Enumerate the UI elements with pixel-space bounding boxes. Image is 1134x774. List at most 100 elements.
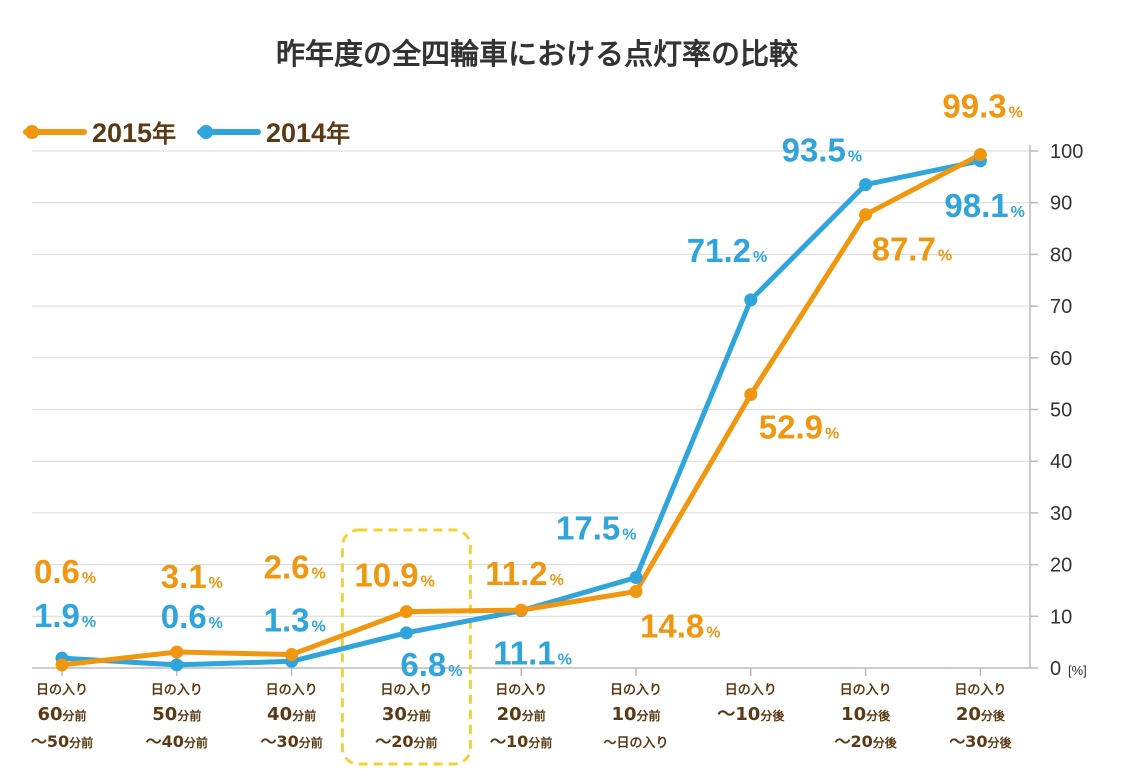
data-label-value: 98.1 — [944, 187, 1008, 224]
data-label-percent: % — [753, 249, 767, 266]
x-label-line3-value: ～50 — [31, 732, 69, 751]
data-label-percent: % — [448, 663, 462, 680]
data-label-value: 87.7 — [872, 231, 936, 268]
data-label-2015: 3.1% — [161, 558, 223, 595]
data-point-2015 — [629, 584, 643, 598]
x-label-line2: 10分後 — [841, 704, 891, 725]
y-tick-label: 90 — [1050, 193, 1072, 215]
data-point-2014 — [744, 293, 758, 307]
data-label-percent: % — [938, 248, 952, 265]
data-label-percent: % — [82, 570, 96, 587]
data-label-2015: 0.6% — [34, 553, 96, 590]
data-label-value: 71.2 — [687, 232, 751, 269]
data-label-value: 2.6 — [264, 549, 310, 586]
data-point-2015 — [55, 658, 69, 672]
legend: 2015年 2014年 — [23, 118, 350, 148]
x-label-line3-value: ～20 — [375, 732, 413, 751]
data-label-percent: % — [558, 652, 572, 669]
x-label-line3-suffix: 分前 — [528, 735, 552, 750]
grid — [32, 150, 1030, 669]
chart-title: 昨年度の全四輪車における点灯率の比較 — [276, 37, 799, 71]
data-label-2014: 98.1% — [944, 187, 1024, 224]
series-lines — [55, 148, 987, 672]
data-point-2014 — [399, 626, 413, 640]
x-label-line3: ～30分前 — [260, 732, 322, 751]
x-label-line3: ～20分前 — [375, 732, 437, 751]
x-label-line1: 日の入り — [495, 683, 547, 698]
data-point-2014 — [859, 178, 873, 192]
data-label-value: 6.8 — [400, 646, 446, 683]
data-point-2015 — [859, 208, 873, 222]
data-label-percent: % — [421, 574, 435, 591]
x-label-line3-value: ～30 — [260, 732, 298, 751]
legend-label-2014: 2014年 — [266, 118, 350, 148]
x-label-line2-value: 60 — [37, 704, 62, 725]
x-label-line1: 日の入り — [610, 683, 662, 698]
x-label-line2: 40分前 — [267, 704, 316, 725]
data-label-2015: 99.3% — [942, 88, 1022, 125]
x-label-line3-suffix: 分後 — [988, 735, 1013, 750]
data-label-2014: 11.1% — [493, 635, 572, 672]
x-label-line1: 日の入り — [36, 683, 88, 698]
data-label-value: 11.2 — [485, 555, 547, 592]
y-tick-label: 70 — [1050, 296, 1072, 318]
y-tick-label: 30 — [1050, 503, 1072, 525]
y-tick-label: 60 — [1050, 348, 1072, 370]
x-label-line3-suffix: 分前 — [299, 735, 323, 750]
x-label-line3-value: ～20 — [834, 732, 872, 751]
data-label-value: 52.9 — [759, 409, 823, 446]
x-label-line2: 20分前 — [497, 704, 546, 725]
x-label-line1: 日の入り — [151, 683, 203, 698]
x-label-line3: ～30分後 — [949, 732, 1012, 751]
x-label-line2-value: 20 — [956, 704, 981, 725]
x-label-line2: ～10分後 — [717, 704, 785, 725]
data-label-value: 10.9 — [354, 557, 418, 594]
x-label-line3-value: ～日の入り — [603, 736, 668, 751]
data-point-2015 — [399, 605, 413, 619]
x-label-line1: 日の入り — [840, 683, 892, 698]
data-point-2015 — [285, 648, 299, 662]
x-label-line3-value: ～40 — [146, 732, 184, 751]
data-point-2015 — [744, 388, 758, 402]
x-label-line2-suffix: 分前 — [292, 708, 316, 723]
x-label-line3: ～10分前 — [490, 732, 552, 751]
x-label-line2-suffix: 分後 — [760, 708, 785, 723]
data-point-2015 — [170, 645, 184, 659]
data-label-percent: % — [82, 614, 96, 631]
x-label-line2: 50分前 — [152, 704, 201, 725]
data-label-value: 1.9 — [34, 597, 80, 634]
data-point-2014 — [629, 571, 643, 585]
data-label-value: 17.5 — [556, 510, 620, 547]
x-label-line1: 日の入り — [266, 683, 318, 698]
y-tick-label: 10 — [1050, 606, 1072, 628]
data-label-2014: 1.9% — [34, 597, 96, 634]
y-tick-label: 20 — [1050, 555, 1072, 577]
data-label-value: 99.3 — [942, 88, 1006, 125]
data-label-percent: % — [1009, 105, 1023, 122]
x-label-line3-value: ～10 — [490, 732, 528, 751]
x-label-line2-value: 40 — [267, 704, 292, 725]
data-label-2014: 71.2% — [687, 232, 767, 269]
data-label-value: 0.6 — [161, 598, 207, 635]
y-tick-label: 80 — [1050, 244, 1072, 266]
x-label-line2-suffix: 分前 — [177, 708, 201, 723]
x-label-line3-suffix: 分前 — [184, 735, 208, 750]
data-label-percent: % — [1011, 204, 1025, 221]
legend-label-year: 2014 — [266, 118, 326, 148]
x-label-line2: 10分前 — [611, 704, 660, 725]
x-label-line2: 20分後 — [956, 704, 1006, 725]
x-label-line2-value: 50 — [152, 704, 177, 725]
data-label-value: 14.8 — [640, 607, 704, 644]
x-label-line3-suffix: 分前 — [69, 735, 93, 750]
y-tick-label: 40 — [1050, 451, 1072, 473]
legend-label-suffix: 年 — [326, 120, 350, 148]
x-label-line3-suffix: 分前 — [414, 735, 438, 750]
x-label-line2-value: 30 — [382, 704, 407, 725]
y-tick-label: 50 — [1050, 400, 1072, 422]
data-label-percent: % — [848, 149, 862, 166]
x-label-line2-suffix: 分前 — [637, 708, 661, 723]
data-label-percent: % — [209, 575, 223, 592]
x-label-line1: 日の入り — [954, 683, 1006, 698]
legend-marker-2014 — [199, 125, 213, 139]
data-label-2015: 2.6% — [264, 549, 326, 586]
